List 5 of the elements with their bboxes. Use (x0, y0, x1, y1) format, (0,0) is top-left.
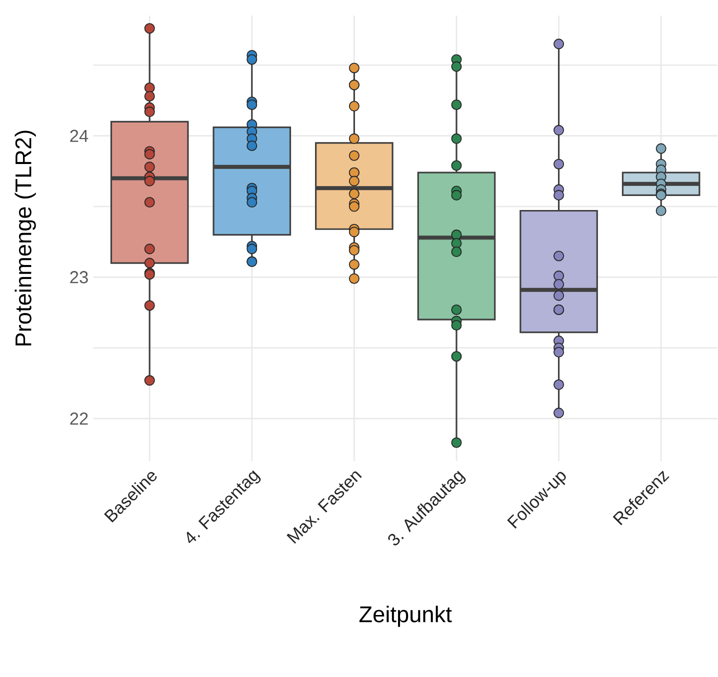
y-tick-label: 24 (70, 130, 88, 142)
x-axis-title: Zeitpunkt (359, 606, 452, 627)
y-axis-title: Proteinmenge (TLR2) (14, 130, 36, 346)
y-tick-label: 23 (70, 271, 88, 284)
y-tick-label: 22 (70, 412, 88, 425)
